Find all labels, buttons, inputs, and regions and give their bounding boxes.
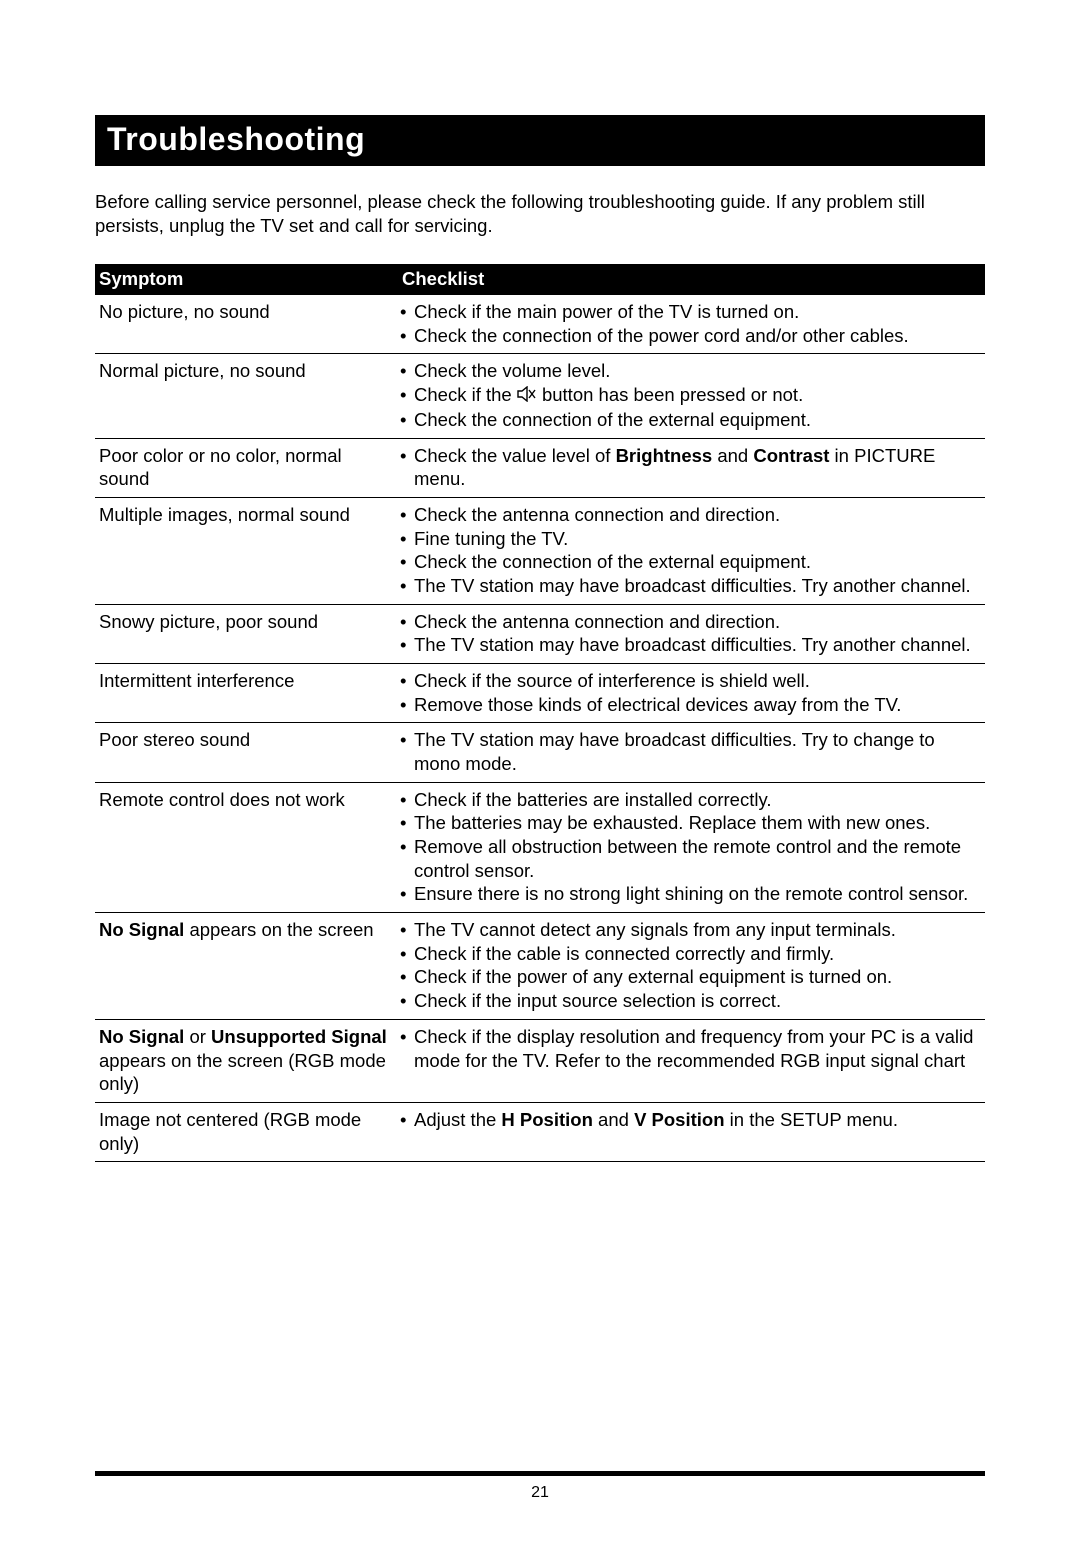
table-row: No picture, no soundCheck if the main po… — [95, 295, 985, 354]
checklist-cell: Check the antenna connection and directi… — [400, 610, 985, 657]
table-row: Image not centered (RGB mode only)Adjust… — [95, 1103, 985, 1162]
checklist-cell: Check if the main power of the TV is tur… — [400, 300, 985, 347]
symptom-cell: No Signal or Unsupported Signal appears … — [95, 1025, 400, 1096]
intro-text: Before calling service personnel, please… — [95, 190, 985, 238]
checklist-item: Check if the power of any external equip… — [400, 965, 977, 989]
checklist-item: Check if the cable is connected correctl… — [400, 942, 977, 966]
checklist-item: Check the value level of Brightness and … — [400, 444, 977, 491]
checklist-item: Check the connection of the external equ… — [400, 550, 977, 574]
checklist-item: Remove those kinds of electrical devices… — [400, 693, 977, 717]
checklist-item: Check if the button has been pressed or … — [400, 383, 977, 408]
checklist-item: Check the antenna connection and directi… — [400, 503, 977, 527]
checklist-item: Fine tuning the TV. — [400, 527, 977, 551]
table-row: No Signal or Unsupported Signal appears … — [95, 1020, 985, 1103]
checklist-item: Check if the batteries are installed cor… — [400, 788, 977, 812]
symptom-cell: Poor stereo sound — [95, 728, 400, 775]
checklist-item: Check the connection of the power cord a… — [400, 324, 977, 348]
checklist-item: Check if the input source selection is c… — [400, 989, 977, 1013]
symptom-cell: No Signal appears on the screen — [95, 918, 400, 1013]
checklist-item: The TV station may have broadcast diffic… — [400, 574, 977, 598]
checklist-item: Check if the main power of the TV is tur… — [400, 300, 977, 324]
checklist-cell: Check the antenna connection and directi… — [400, 503, 985, 598]
header-symptom: Symptom — [95, 264, 400, 295]
symptom-cell: Intermittent interference — [95, 669, 400, 716]
checklist-item: The TV station may have broadcast diffic… — [400, 728, 977, 775]
checklist-item: Check if the source of interference is s… — [400, 669, 977, 693]
checklist-item: Adjust the H Position and V Position in … — [400, 1108, 977, 1132]
page-title: Troubleshooting — [95, 115, 985, 166]
symptom-cell: Snowy picture, poor sound — [95, 610, 400, 657]
checklist-cell: Check if the batteries are installed cor… — [400, 788, 985, 906]
table-row: Remote control does not workCheck if the… — [95, 783, 985, 913]
symptom-cell: No picture, no sound — [95, 300, 400, 347]
checklist-item: Remove all obstruction between the remot… — [400, 835, 977, 882]
checklist-cell: Check if the display resolution and freq… — [400, 1025, 985, 1096]
page-number: 21 — [0, 1484, 1080, 1502]
checklist-item: Check if the display resolution and freq… — [400, 1025, 977, 1072]
symptom-cell: Remote control does not work — [95, 788, 400, 906]
checklist-cell: Check if the source of interference is s… — [400, 669, 985, 716]
mute-icon — [517, 384, 537, 408]
checklist-item: The TV station may have broadcast diffic… — [400, 633, 977, 657]
checklist-cell: Check the value level of Brightness and … — [400, 444, 985, 491]
checklist-cell: Check the volume level.Check if the butt… — [400, 359, 985, 431]
checklist-cell: Adjust the H Position and V Position in … — [400, 1108, 985, 1155]
table-row: No Signal appears on the screenThe TV ca… — [95, 913, 985, 1020]
table-row: Poor stereo soundThe TV station may have… — [95, 723, 985, 782]
checklist-item: Check the antenna connection and directi… — [400, 610, 977, 634]
checklist-item: Ensure there is no strong light shining … — [400, 882, 977, 906]
page: Troubleshooting Before calling service p… — [0, 0, 1080, 1548]
checklist-cell: The TV cannot detect any signals from an… — [400, 918, 985, 1013]
table-row: Intermittent interferenceCheck if the so… — [95, 664, 985, 723]
table-row: Poor color or no color, normal soundChec… — [95, 439, 985, 498]
checklist-item: The batteries may be exhausted. Replace … — [400, 811, 977, 835]
checklist-item: The TV cannot detect any signals from an… — [400, 918, 977, 942]
symptom-cell: Poor color or no color, normal sound — [95, 444, 400, 491]
checklist-cell: The TV station may have broadcast diffic… — [400, 728, 985, 775]
header-checklist: Checklist — [400, 264, 985, 295]
symptom-cell: Image not centered (RGB mode only) — [95, 1108, 400, 1155]
symptom-cell: Normal picture, no sound — [95, 359, 400, 431]
table-row: Snowy picture, poor soundCheck the anten… — [95, 605, 985, 664]
table-header: Symptom Checklist — [95, 264, 985, 295]
table-body: No picture, no soundCheck if the main po… — [95, 295, 985, 1162]
symptom-cell: Multiple images, normal sound — [95, 503, 400, 598]
table-row: Multiple images, normal soundCheck the a… — [95, 498, 985, 605]
table-row: Normal picture, no soundCheck the volume… — [95, 354, 985, 438]
checklist-item: Check the connection of the external equ… — [400, 408, 977, 432]
footer-rule — [95, 1471, 985, 1476]
checklist-item: Check the volume level. — [400, 359, 977, 383]
